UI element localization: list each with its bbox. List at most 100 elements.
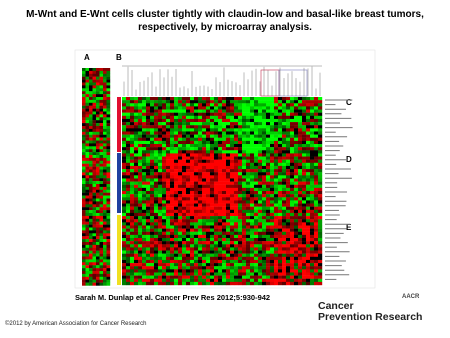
- heatmap-cell: [274, 131, 279, 135]
- heatmap-cell: [222, 169, 227, 173]
- heatmap-cell: [282, 222, 287, 226]
- heatmap-cell: [282, 231, 287, 236]
- heatmap-cell: [162, 150, 167, 154]
- heatmap-cell: [142, 181, 147, 185]
- heatmap-cell: [282, 253, 287, 257]
- heatmap-cell: [214, 137, 219, 142]
- heatmap-cell: [92, 204, 97, 208]
- heatmap-cell: [318, 165, 323, 170]
- heatmap-cell: [214, 115, 219, 120]
- heatmap-cell: [266, 269, 271, 273]
- heatmap-cell: [162, 244, 167, 248]
- heatmap-cell: [206, 131, 211, 135]
- heatmap-cell: [234, 231, 239, 236]
- heatmap-cell: [146, 228, 151, 232]
- heatmap-cell: [166, 128, 171, 132]
- heatmap-cell: [85, 218, 90, 222]
- heatmap-cell: [318, 212, 323, 217]
- heatmap-cell: [174, 266, 179, 270]
- heatmap-cell: [150, 97, 155, 101]
- heatmap-cell: [174, 159, 179, 163]
- heatmap-cell: [138, 97, 143, 101]
- heatmap-cell: [206, 165, 211, 170]
- heatmap-cell: [294, 219, 299, 223]
- heatmap-cell: [150, 191, 155, 195]
- heatmap-cell: [96, 140, 100, 144]
- heatmap-cell: [166, 234, 171, 239]
- heatmap-cell: [202, 272, 207, 276]
- heatmap-cell: [82, 210, 86, 214]
- heatmap-cell: [92, 70, 97, 74]
- heatmap-cell: [302, 209, 307, 214]
- heatmap-cell: [142, 247, 147, 251]
- heatmap-cell: [246, 266, 251, 270]
- heatmap-cell: [122, 203, 127, 207]
- heatmap-cell: [222, 203, 227, 207]
- heatmap-cell: [96, 181, 100, 185]
- heatmap-cell: [258, 97, 263, 101]
- heatmap-cell: [150, 209, 155, 214]
- heatmap-cell: [182, 175, 187, 179]
- heatmap-cell: [130, 247, 135, 251]
- heatmap-cell: [82, 233, 86, 237]
- heatmap-cell: [162, 203, 167, 207]
- heatmap-cell: [294, 206, 299, 210]
- heatmap-cell: [186, 250, 191, 254]
- heatmap-cell: [186, 109, 191, 113]
- heatmap-cell: [254, 209, 259, 214]
- heatmap-cell: [214, 125, 219, 129]
- heatmap-cell: [270, 266, 275, 270]
- heatmap-cell: [246, 109, 251, 113]
- heatmap-cell: [99, 114, 104, 118]
- heatmap-cell: [186, 234, 191, 239]
- heatmap-cell: [262, 194, 267, 198]
- heatmap-cell: [158, 140, 163, 145]
- heatmap-cell: [222, 137, 227, 142]
- heatmap-cell: [238, 169, 243, 173]
- heatmap-cell: [278, 115, 283, 120]
- heatmap-cell: [210, 153, 215, 157]
- heatmap-cell: [278, 128, 283, 132]
- heatmap-cell: [206, 134, 211, 138]
- heatmap-cell: [250, 134, 255, 138]
- heatmap-cell: [270, 200, 275, 204]
- heatmap-cell: [178, 165, 183, 170]
- heatmap-cell: [96, 68, 100, 72]
- heatmap-cell: [250, 118, 255, 123]
- heatmap-cell: [246, 175, 251, 179]
- heatmap-cell: [170, 231, 175, 236]
- heatmap-cell: [214, 212, 219, 217]
- heatmap-cell: [282, 234, 287, 239]
- heatmap-cell: [226, 122, 231, 126]
- heatmap-cell: [310, 247, 315, 251]
- heatmap-cell: [202, 150, 207, 154]
- heatmap-cell: [254, 106, 259, 110]
- heatmap-cell: [92, 236, 97, 240]
- heatmap-cell: [246, 162, 251, 167]
- heatmap-cell: [310, 238, 315, 242]
- heatmap-cell: [150, 184, 155, 189]
- heatmap-cell: [210, 200, 215, 204]
- heatmap-cell: [298, 159, 303, 163]
- heatmap-cell: [246, 231, 251, 236]
- heatmap-cell: [262, 234, 267, 239]
- heatmap-cell: [266, 162, 271, 167]
- heatmap-cell: [310, 159, 315, 163]
- heatmap-cell: [198, 275, 203, 279]
- heatmap-cell: [270, 172, 275, 176]
- heatmap-cell: [226, 144, 231, 148]
- heatmap-cell: [278, 122, 283, 126]
- heatmap-cell: [92, 94, 97, 98]
- heatmap-cell: [194, 225, 199, 229]
- heatmap-cell: [99, 207, 104, 211]
- heatmap-cell: [162, 253, 167, 257]
- heatmap-cell: [250, 219, 255, 223]
- heatmap-cell: [162, 131, 167, 135]
- heatmap-cell: [282, 144, 287, 148]
- heatmap-cell: [290, 253, 295, 257]
- heatmap-cell: [218, 203, 223, 207]
- heatmap-cell: [154, 125, 159, 129]
- heatmap-cell: [306, 231, 311, 236]
- heatmap-cell: [214, 194, 219, 198]
- heatmap-cell: [174, 147, 179, 151]
